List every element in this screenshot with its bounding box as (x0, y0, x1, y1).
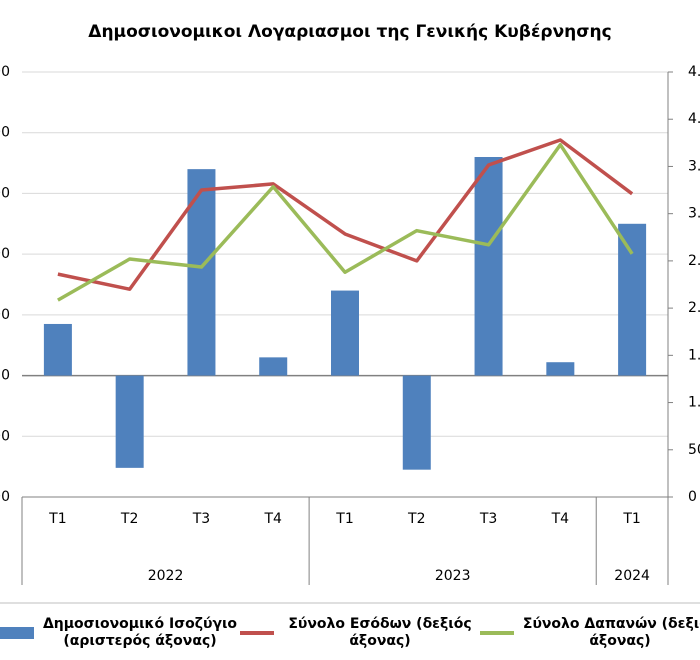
chart-title: Δημοσιονομικοι Λογαριασμοι της Γενικής Κ… (88, 22, 611, 42)
line (57, 142, 634, 302)
y2-tick-label: 4.500 (688, 64, 700, 80)
y-tick-label: 0 (1, 368, 10, 384)
legend-label: Σύνολο Δαπανών (δεξιός άξονας) (522, 616, 700, 649)
x-tick-label: T1 (48, 511, 66, 527)
x-group-label: 2024 (614, 568, 650, 584)
y2-tick-label: 1.500 (688, 347, 700, 363)
legend: Δημοσιονομικό Ισοζύγιο (αριστερός άξονας… (0, 608, 700, 658)
y-tick-label: -2.000 (0, 489, 10, 505)
bar (546, 362, 575, 376)
y-tick-label: -1.000 (0, 428, 10, 444)
chart: Δημοσιονομικοι Λογαριασμοι της Γενικής Κ… (0, 22, 700, 604)
x-tick-label: T2 (120, 511, 138, 527)
y-tick-label: 3.000 (0, 185, 10, 201)
legend-label: Σύνολο Εσόδων (δεξιός άξονας) (288, 616, 472, 649)
x-group-label: 2022 (148, 568, 184, 584)
legend-label: Δημοσιονομικό Ισοζύγιο (αριστερός άξονας… (42, 616, 238, 649)
bar (402, 375, 431, 470)
y2-tick-label: 2.000 (688, 300, 700, 316)
bar (474, 157, 503, 376)
x-tick-label: T4 (263, 511, 282, 527)
legend-item: Σύνολο Δαπανών (δεξιός άξονας) (480, 616, 700, 650)
y2-tick-label: 3.000 (688, 206, 700, 222)
y2-tick-label: 4.000 (688, 111, 700, 127)
y2-tick-label: 3.500 (688, 158, 700, 174)
y2-tick-label: 500 (688, 442, 700, 458)
y-tick-label: 4.000 (0, 125, 10, 141)
bar (618, 223, 647, 376)
legend-swatch (240, 631, 274, 635)
legend-item: Δημοσιονομικό Ισοζύγιο (αριστερός άξονας… (0, 616, 240, 650)
y-tick-label: 5.000 (0, 64, 10, 80)
bar (331, 290, 359, 376)
x-group-label: 2023 (435, 568, 471, 584)
x-tick-label: T1 (335, 511, 353, 527)
line (57, 138, 634, 291)
x-tick-label: T4 (551, 511, 570, 527)
y-tick-label: 2.000 (0, 246, 10, 262)
bar (187, 169, 216, 376)
bar (259, 357, 288, 376)
x-tick-label: T1 (622, 511, 640, 527)
y2-tick-label: 2.500 (688, 253, 700, 269)
legend-swatch (0, 627, 34, 639)
legend-swatch (480, 631, 514, 635)
y2-tick-label: 1.000 (688, 395, 700, 411)
x-tick-label: T2 (407, 511, 425, 527)
y2-tick-label: 0 (688, 489, 697, 505)
bar (43, 323, 72, 376)
bar (115, 375, 144, 468)
x-tick-label: T3 (479, 511, 497, 527)
y-tick-label: 1.000 (0, 307, 10, 323)
x-tick-label: T3 (192, 511, 210, 527)
legend-item: Σύνολο Εσόδων (δεξιός άξονας) (240, 616, 480, 650)
